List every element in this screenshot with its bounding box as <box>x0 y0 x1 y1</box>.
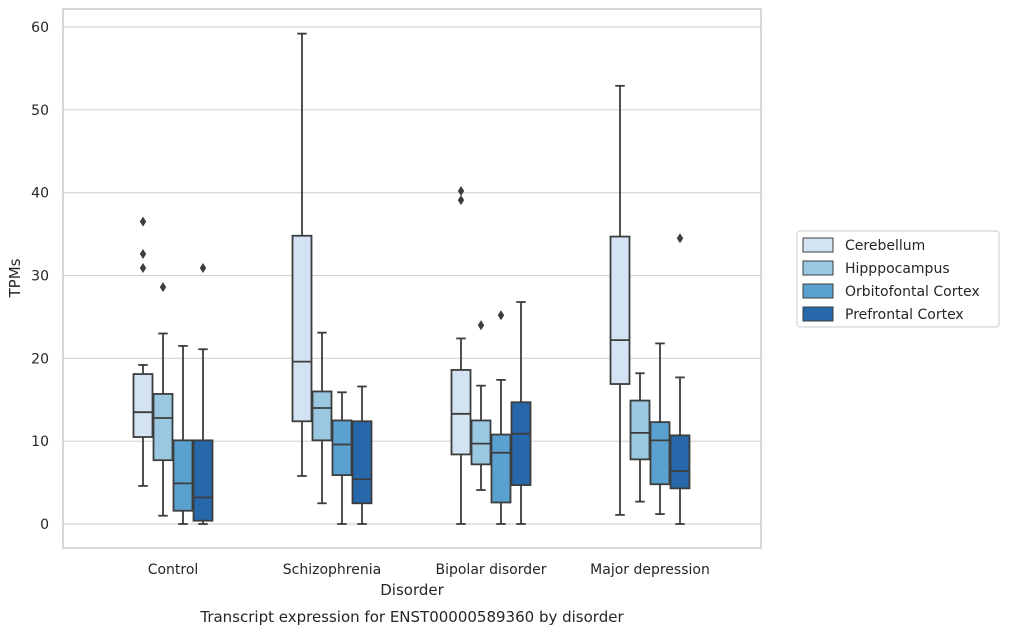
legend-label: Orbitofontal Cortex <box>845 284 980 300</box>
legend-items: Cerebellum Hipppocampus Orbitofontal Corte… <box>802 237 980 323</box>
y-tick-label: 10 <box>31 434 49 450</box>
box-iqr <box>192 439 214 522</box>
x-tick-label: Bipolar disorder <box>435 562 546 578</box>
box-iqr <box>172 439 194 512</box>
box-iqr <box>132 373 154 438</box>
legend-swatch <box>802 306 834 322</box>
box-iqr <box>629 399 651 461</box>
y-tick-label: 0 <box>40 517 49 533</box>
box-hipppocampus <box>152 282 174 517</box>
box-iqr <box>609 235 631 385</box>
legend-frame <box>796 230 1000 328</box>
box-iqr <box>351 420 373 505</box>
x-tick-labels: Control Schizophrenia Bipolar disorder Majo… <box>148 562 710 578</box>
outlier-point <box>199 263 207 274</box>
box-layer <box>132 32 691 525</box>
legend-label: Prefrontal Cortex <box>845 307 964 323</box>
box-iqr <box>450 369 472 456</box>
legend-swatch <box>802 283 834 299</box>
box-iqr <box>331 419 353 477</box>
x-tick-label: Schizophrenia <box>283 562 381 578</box>
outlier-point <box>139 248 147 259</box>
box-iqr <box>291 234 313 423</box>
box-prefrontal-cortex <box>351 385 373 525</box>
x-tick-label: Control <box>148 562 199 578</box>
box-prefrontal-cortex <box>192 263 214 525</box>
box-prefrontal-cortex <box>510 301 532 525</box>
legend-label: Hipppocampus <box>845 261 950 277</box>
box-hipppocampus <box>629 372 651 503</box>
legend-swatch <box>802 260 834 276</box>
x-axis-label: Disorder <box>380 581 444 599</box>
box-iqr <box>470 419 492 466</box>
x-tick-label: Major depression <box>590 562 710 578</box>
box-cerebellum <box>609 84 631 516</box>
box-iqr <box>490 433 512 504</box>
box-orbitofontal-cortex <box>649 342 671 515</box>
box-cerebellum <box>132 216 154 487</box>
box-prefrontal-cortex <box>669 233 691 525</box>
outlier-point <box>676 233 684 244</box>
legend-label: Cerebellum <box>845 238 925 254</box>
y-tick-label: 60 <box>31 20 49 36</box>
box-cerebellum <box>291 32 313 477</box>
y-tick-label: 50 <box>31 103 49 119</box>
plot-frame <box>62 8 762 549</box>
legend-swatch <box>802 237 834 253</box>
outlier-point <box>139 216 147 227</box>
outlier-point <box>457 195 465 206</box>
legend: Cerebellum Hipppocampus Orbitofontal Corte… <box>796 230 1000 328</box>
box-iqr <box>152 393 174 462</box>
y-tick-label: 20 <box>31 351 49 367</box>
box-iqr <box>510 401 532 486</box>
outlier-point <box>139 263 147 274</box>
chart-caption: Transcript expression for ENST0000058936… <box>199 608 624 626</box>
outlier-point <box>457 186 465 197</box>
outlier-point <box>497 310 505 321</box>
box-hipppocampus <box>311 331 333 505</box>
outlier-point <box>159 282 167 293</box>
outlier-point <box>477 320 485 331</box>
box-hipppocampus <box>470 320 492 491</box>
box-iqr <box>311 390 333 442</box>
y-tick-label: 40 <box>31 186 49 202</box>
y-axis-label: TPMs <box>6 258 24 298</box>
y-tick-labels: 0 10 20 30 40 50 60 <box>31 20 49 533</box>
box-orbitofontal-cortex <box>490 310 512 525</box>
box-iqr <box>649 421 671 486</box>
box-cerebellum <box>450 186 472 525</box>
y-tick-label: 30 <box>31 269 49 285</box>
box-orbitofontal-cortex <box>331 391 353 525</box>
box-iqr <box>669 434 691 490</box>
box-orbitofontal-cortex <box>172 345 194 525</box>
